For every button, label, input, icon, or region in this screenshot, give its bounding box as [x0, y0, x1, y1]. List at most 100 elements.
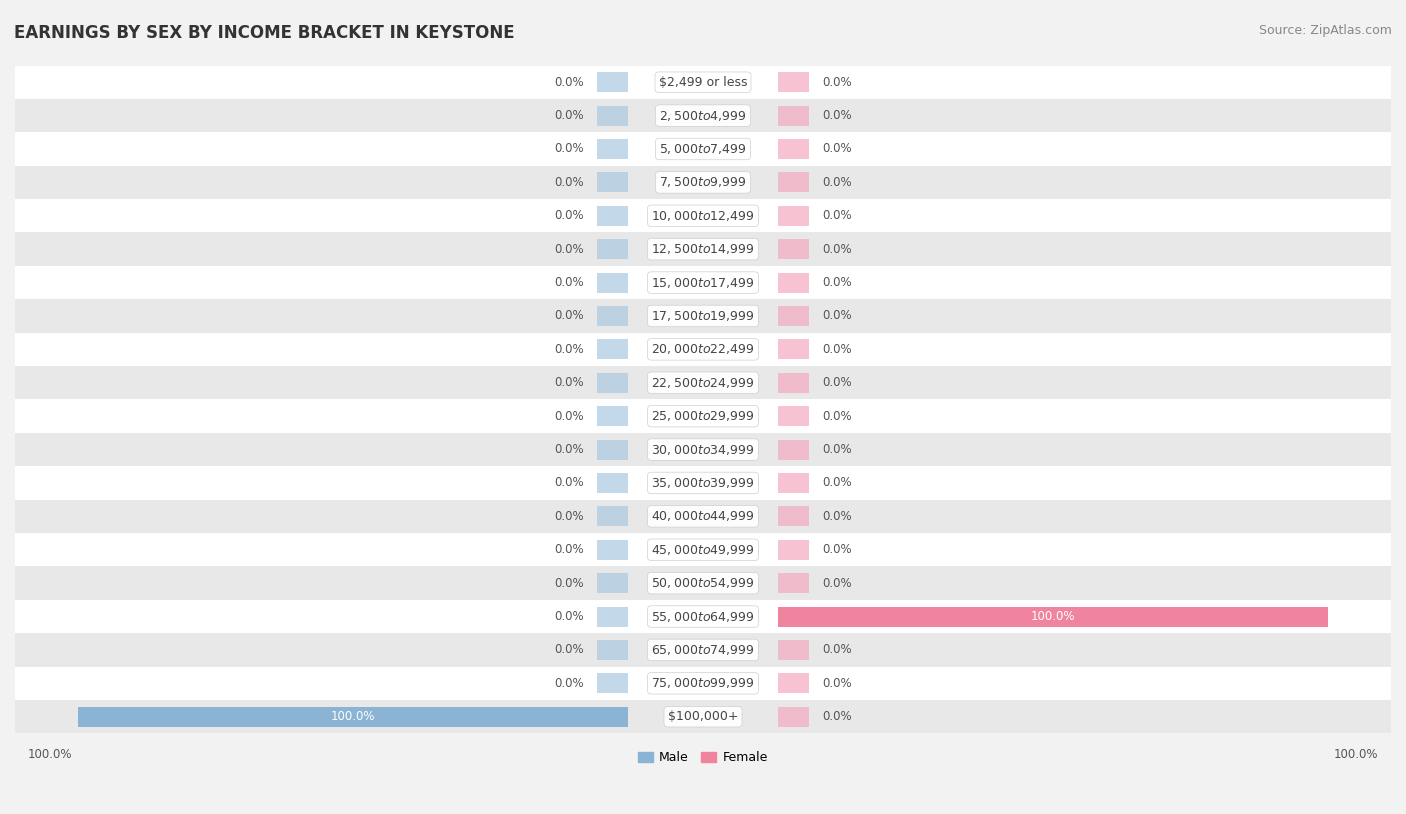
Text: $100,000+: $100,000+ [668, 711, 738, 723]
Text: EARNINGS BY SEX BY INCOME BRACKET IN KEYSTONE: EARNINGS BY SEX BY INCOME BRACKET IN KEY… [14, 24, 515, 42]
Bar [15, 233, 1391, 266]
Bar [778, 573, 810, 593]
Bar [778, 506, 810, 527]
Text: $2,499 or less: $2,499 or less [659, 76, 747, 89]
Text: 0.0%: 0.0% [554, 476, 583, 489]
Bar [596, 673, 628, 694]
Text: 0.0%: 0.0% [823, 309, 852, 322]
Text: 0.0%: 0.0% [823, 343, 852, 356]
Text: 0.0%: 0.0% [823, 643, 852, 656]
Text: 0.0%: 0.0% [554, 643, 583, 656]
Bar [778, 139, 810, 159]
Bar [778, 106, 810, 125]
Bar [778, 540, 810, 560]
Bar [77, 707, 628, 727]
Bar [15, 633, 1391, 667]
Text: $10,000 to $12,499: $10,000 to $12,499 [651, 208, 755, 223]
Bar [778, 373, 810, 393]
Text: 0.0%: 0.0% [823, 543, 852, 556]
Text: 0.0%: 0.0% [823, 576, 852, 589]
Bar [778, 606, 1329, 627]
Text: 0.0%: 0.0% [554, 376, 583, 389]
Bar [15, 300, 1391, 333]
Text: $17,500 to $19,999: $17,500 to $19,999 [651, 309, 755, 323]
Text: $75,000 to $99,999: $75,000 to $99,999 [651, 676, 755, 690]
Text: 0.0%: 0.0% [823, 476, 852, 489]
Text: $7,500 to $9,999: $7,500 to $9,999 [659, 175, 747, 190]
Text: 0.0%: 0.0% [823, 711, 852, 723]
Bar [596, 239, 628, 259]
Text: 0.0%: 0.0% [823, 676, 852, 689]
Bar [778, 440, 810, 460]
Bar [596, 606, 628, 627]
Text: $2,500 to $4,999: $2,500 to $4,999 [659, 108, 747, 123]
Text: 0.0%: 0.0% [554, 576, 583, 589]
Bar [596, 373, 628, 393]
Bar [15, 700, 1391, 733]
Bar [778, 273, 810, 292]
Text: $20,000 to $22,499: $20,000 to $22,499 [651, 343, 755, 357]
Text: 0.0%: 0.0% [554, 309, 583, 322]
Text: 0.0%: 0.0% [823, 276, 852, 289]
Bar [596, 406, 628, 427]
Text: 100.0%: 100.0% [1334, 748, 1378, 761]
Text: $25,000 to $29,999: $25,000 to $29,999 [651, 409, 755, 423]
Bar [778, 707, 810, 727]
Bar [15, 166, 1391, 199]
Bar [596, 139, 628, 159]
Bar [596, 506, 628, 527]
Text: 100.0%: 100.0% [330, 711, 375, 723]
Legend: Male, Female: Male, Female [633, 746, 773, 769]
Bar [778, 306, 810, 326]
Bar [15, 133, 1391, 166]
Bar [596, 306, 628, 326]
Bar [15, 99, 1391, 133]
Bar [596, 173, 628, 192]
Text: 0.0%: 0.0% [554, 142, 583, 155]
Bar [596, 206, 628, 225]
Bar [596, 473, 628, 493]
Text: 0.0%: 0.0% [554, 443, 583, 456]
Bar [15, 366, 1391, 400]
Text: $22,500 to $24,999: $22,500 to $24,999 [651, 376, 755, 390]
Text: Source: ZipAtlas.com: Source: ZipAtlas.com [1258, 24, 1392, 37]
Bar [596, 72, 628, 92]
Text: 0.0%: 0.0% [554, 176, 583, 189]
Text: 0.0%: 0.0% [554, 409, 583, 422]
Text: $5,000 to $7,499: $5,000 to $7,499 [659, 142, 747, 156]
Bar [15, 466, 1391, 500]
Bar [778, 173, 810, 192]
Text: 0.0%: 0.0% [554, 510, 583, 523]
Text: $50,000 to $54,999: $50,000 to $54,999 [651, 576, 755, 590]
Bar [15, 65, 1391, 99]
Bar [15, 433, 1391, 466]
Text: 0.0%: 0.0% [554, 109, 583, 122]
Bar [778, 473, 810, 493]
Text: 0.0%: 0.0% [554, 209, 583, 222]
Text: 0.0%: 0.0% [823, 109, 852, 122]
Text: 0.0%: 0.0% [554, 543, 583, 556]
Text: $40,000 to $44,999: $40,000 to $44,999 [651, 510, 755, 523]
Bar [778, 673, 810, 694]
Text: $55,000 to $64,999: $55,000 to $64,999 [651, 610, 755, 624]
Bar [15, 333, 1391, 366]
Bar [15, 600, 1391, 633]
Bar [596, 339, 628, 360]
Bar [15, 567, 1391, 600]
Text: 0.0%: 0.0% [554, 243, 583, 256]
Bar [596, 640, 628, 660]
Text: $35,000 to $39,999: $35,000 to $39,999 [651, 476, 755, 490]
Bar [778, 339, 810, 360]
Text: 0.0%: 0.0% [823, 376, 852, 389]
Bar [778, 72, 810, 92]
Bar [596, 540, 628, 560]
Text: 0.0%: 0.0% [823, 443, 852, 456]
Bar [15, 199, 1391, 233]
Bar [778, 206, 810, 225]
Text: 0.0%: 0.0% [554, 610, 583, 623]
Text: 0.0%: 0.0% [823, 243, 852, 256]
Text: 0.0%: 0.0% [554, 343, 583, 356]
Text: $12,500 to $14,999: $12,500 to $14,999 [651, 243, 755, 256]
Bar [15, 400, 1391, 433]
Text: $65,000 to $74,999: $65,000 to $74,999 [651, 643, 755, 657]
